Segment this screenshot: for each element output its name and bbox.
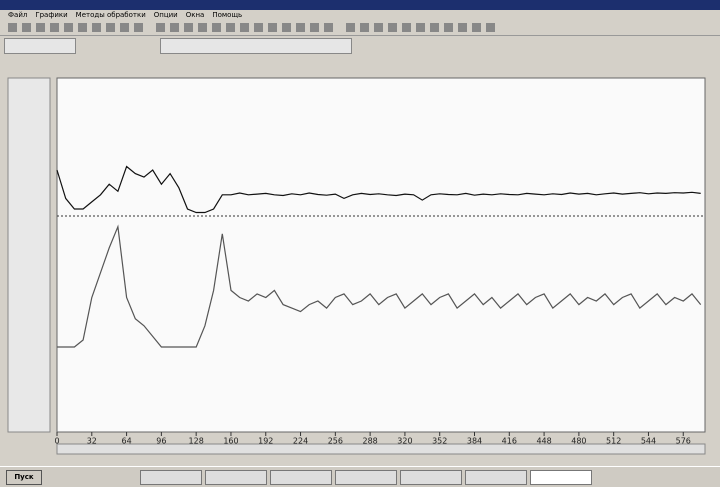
x-tick-label: 0 <box>54 437 59 446</box>
toolbar <box>0 21 720 36</box>
x-tick-label: 32 <box>87 437 97 446</box>
tool-button[interactable] <box>374 23 383 32</box>
x-tick-label: 256 <box>328 437 343 446</box>
tool-button[interactable] <box>486 23 495 32</box>
tool-button[interactable] <box>254 23 263 32</box>
tool-button[interactable] <box>156 23 165 32</box>
info-bar <box>0 36 720 54</box>
x-tick-label: 128 <box>189 437 204 446</box>
tool-button[interactable] <box>430 23 439 32</box>
menu-item[interactable]: Помощь <box>212 11 242 19</box>
plot-area <box>57 78 705 432</box>
tool-button[interactable] <box>8 23 17 32</box>
app-window: Файл Графики Методы обработки Опции Окна Помо… <box>0 0 720 486</box>
tool-button[interactable] <box>360 23 369 32</box>
tool-button[interactable] <box>402 23 411 32</box>
task-button[interactable] <box>400 470 462 485</box>
tool-button[interactable] <box>296 23 305 32</box>
tool-button[interactable] <box>22 23 31 32</box>
tool-button[interactable] <box>64 23 73 32</box>
tool-button[interactable] <box>310 23 319 32</box>
title-bar <box>0 0 720 10</box>
tool-button[interactable] <box>198 23 207 32</box>
x-tick-label: 544 <box>641 437 656 446</box>
tool-button[interactable] <box>78 23 87 32</box>
taskbar: Пуск <box>0 466 720 487</box>
y-panel <box>8 78 50 432</box>
tool-button[interactable] <box>106 23 115 32</box>
tool-button[interactable] <box>50 23 59 32</box>
x-tick-label: 288 <box>362 437 377 446</box>
x-tick-label: 480 <box>571 437 586 446</box>
tool-button[interactable] <box>346 23 355 32</box>
scrollbar[interactable] <box>57 444 705 454</box>
tool-button[interactable] <box>268 23 277 32</box>
x-tick-label: 512 <box>606 437 621 446</box>
tool-button[interactable] <box>388 23 397 32</box>
tool-button[interactable] <box>36 23 45 32</box>
task-button[interactable] <box>530 470 592 485</box>
tool-button[interactable] <box>134 23 143 32</box>
tool-button[interactable] <box>170 23 179 32</box>
menu-bar: Файл Графики Методы обработки Опции Окна Помо… <box>0 10 720 20</box>
tool-button[interactable] <box>324 23 333 32</box>
x-tick-label: 320 <box>397 437 412 446</box>
x-tick-label: 384 <box>467 437 482 446</box>
task-button[interactable] <box>205 470 267 485</box>
tool-button[interactable] <box>472 23 481 32</box>
menu-item[interactable]: Файл <box>8 11 27 19</box>
x-tick-label: 416 <box>502 437 517 446</box>
tool-button[interactable] <box>416 23 425 32</box>
tool-button[interactable] <box>240 23 249 32</box>
info-panel <box>160 38 352 54</box>
task-button[interactable] <box>140 470 202 485</box>
x-tick-label: 192 <box>258 437 273 446</box>
tool-button[interactable] <box>184 23 193 32</box>
x-tick-label: 96 <box>156 437 166 446</box>
x-tick-label: 576 <box>676 437 691 446</box>
tool-button[interactable] <box>212 23 221 32</box>
menu-item[interactable]: Окна <box>186 11 205 19</box>
task-button[interactable] <box>270 470 332 485</box>
tool-button[interactable] <box>282 23 291 32</box>
tool-button[interactable] <box>226 23 235 32</box>
menu-item[interactable]: Опции <box>154 11 178 19</box>
chart: 0 32 64 96 128 160 192 224 256 288 320 352 384 416 448… <box>0 56 720 464</box>
x-tick-label: 448 <box>536 437 551 446</box>
tool-button[interactable] <box>120 23 129 32</box>
task-button[interactable] <box>335 470 397 485</box>
x-tick-label: 160 <box>223 437 238 446</box>
tool-button[interactable] <box>444 23 453 32</box>
x-tick-label: 64 <box>121 437 131 446</box>
menu-item[interactable]: Графики <box>35 11 67 19</box>
tool-button[interactable] <box>458 23 467 32</box>
menu-item[interactable]: Методы обработки <box>76 11 146 19</box>
info-panel <box>4 38 76 54</box>
task-button[interactable] <box>465 470 527 485</box>
start-button[interactable]: Пуск <box>6 470 42 485</box>
x-tick-label: 224 <box>293 437 308 446</box>
tool-button[interactable] <box>92 23 101 32</box>
x-tick-label: 352 <box>432 437 447 446</box>
